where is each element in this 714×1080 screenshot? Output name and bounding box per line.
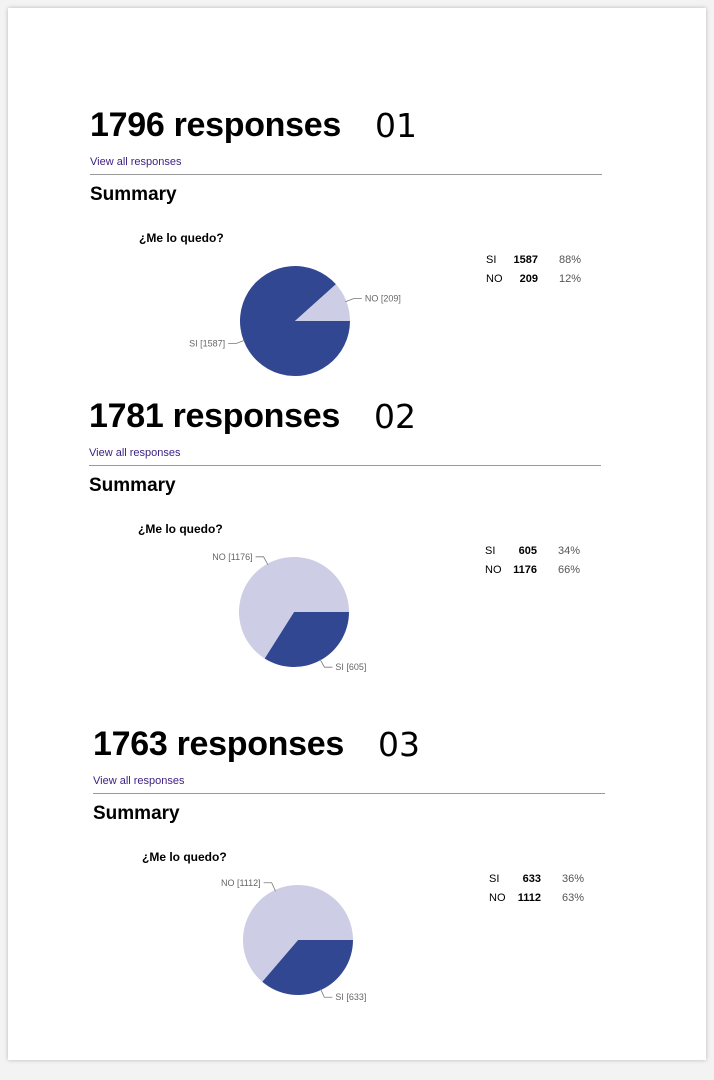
pie-slice-si bbox=[239, 265, 350, 376]
summary-heading: Summary bbox=[93, 803, 180, 824]
row-label: SI bbox=[486, 254, 497, 266]
row-percent: 66% bbox=[558, 564, 581, 576]
summary-heading: Summary bbox=[89, 475, 176, 496]
response-count: 1781 responses bbox=[89, 397, 340, 435]
view-all-responses-link[interactable]: View all responses bbox=[93, 775, 185, 787]
title-row: 1796 responses 01 bbox=[90, 106, 650, 152]
slice-label: NO [1176] bbox=[212, 552, 252, 562]
leader-line bbox=[255, 556, 269, 565]
leader-line bbox=[319, 659, 333, 668]
section-number: 02 bbox=[374, 397, 416, 436]
divider bbox=[89, 465, 601, 466]
question-title: ¿Me lo quedo? bbox=[139, 231, 224, 245]
row-percent: 36% bbox=[562, 873, 585, 885]
question-title: ¿Me lo quedo? bbox=[142, 850, 227, 864]
summary-table: SI 633 36% NO 1112 63% bbox=[489, 873, 599, 911]
slice-label: NO [1112] bbox=[221, 878, 261, 888]
pie-slice-no bbox=[239, 557, 349, 659]
row-label: SI bbox=[485, 545, 496, 557]
table-row: NO 209 12% bbox=[486, 273, 596, 292]
pie-chart: SI [633] NO [1112] bbox=[221, 878, 366, 1002]
question-title: ¿Me lo quedo? bbox=[138, 522, 223, 536]
row-label: NO bbox=[489, 892, 506, 904]
row-percent: 63% bbox=[562, 892, 585, 904]
page: 1796 responses 01 View all responses Sum… bbox=[8, 8, 706, 1060]
divider bbox=[93, 793, 605, 794]
row-percent: 34% bbox=[558, 545, 581, 557]
table-row: NO 1112 63% bbox=[489, 892, 599, 911]
response-section: 1781 responses 02 View all responses Sum… bbox=[89, 397, 649, 717]
response-count: 1763 responses bbox=[93, 725, 344, 763]
view-all-responses-link[interactable]: View all responses bbox=[90, 156, 182, 168]
title-row: 1781 responses 02 bbox=[89, 397, 649, 443]
table-row: NO 1176 66% bbox=[485, 564, 595, 583]
summary-heading: Summary bbox=[90, 184, 177, 205]
divider bbox=[90, 174, 602, 175]
summary-table: SI 1587 88% NO 209 12% bbox=[486, 254, 596, 292]
pie-slice-si bbox=[264, 612, 349, 667]
leader-line bbox=[345, 298, 362, 303]
row-value: 1176 bbox=[513, 564, 537, 576]
row-label: NO bbox=[485, 564, 502, 576]
pie-slice-si bbox=[262, 940, 353, 995]
summary-table: SI 605 34% NO 1176 66% bbox=[485, 545, 595, 583]
pie-slice-no bbox=[243, 885, 353, 982]
row-value: 1587 bbox=[513, 254, 538, 266]
response-section: 1796 responses 01 View all responses Sum… bbox=[90, 106, 650, 426]
slice-label: NO [209] bbox=[365, 293, 401, 303]
table-row: SI 605 34% bbox=[485, 545, 595, 564]
row-label: NO bbox=[486, 273, 503, 285]
row-percent: 88% bbox=[559, 254, 582, 266]
pie-slice-no bbox=[295, 284, 350, 321]
table-row: SI 633 36% bbox=[489, 873, 599, 892]
leader-line bbox=[263, 882, 276, 892]
pie-chart: SI [605] NO [1176] bbox=[212, 552, 366, 672]
row-label: SI bbox=[489, 873, 500, 885]
leader-line bbox=[228, 339, 245, 344]
response-count: 1796 responses bbox=[90, 106, 341, 144]
row-value: 1112 bbox=[517, 892, 541, 904]
view-all-responses-link[interactable]: View all responses bbox=[89, 447, 181, 459]
row-percent: 12% bbox=[559, 273, 582, 285]
table-row: SI 1587 88% bbox=[486, 254, 596, 273]
slice-label: SI [633] bbox=[335, 992, 366, 1002]
slice-label: SI [1587] bbox=[189, 339, 225, 349]
row-value: 605 bbox=[518, 545, 537, 557]
section-number: 03 bbox=[378, 725, 420, 764]
title-row: 1763 responses 03 bbox=[93, 725, 653, 771]
leader-line bbox=[320, 988, 333, 998]
slice-label: SI [605] bbox=[335, 662, 366, 672]
pie-chart: SI [1587] NO [209] bbox=[189, 265, 401, 376]
row-value: 209 bbox=[519, 273, 538, 285]
section-number: 01 bbox=[375, 106, 417, 145]
response-section: 1763 responses 03 View all responses Sum… bbox=[93, 725, 653, 1045]
row-value: 633 bbox=[522, 873, 541, 885]
